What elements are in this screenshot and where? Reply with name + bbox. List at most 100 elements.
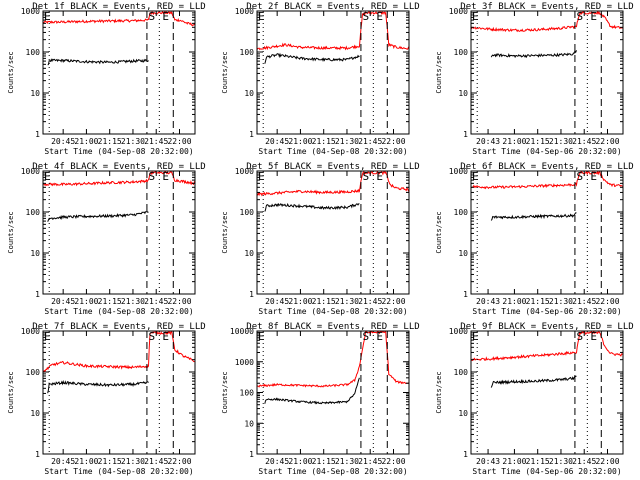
panel-title: Det 9f BLACK = Events, RED = LLD [460, 322, 633, 332]
x-axis-label: Start Time (04-Sep-08 20:32:00) [258, 147, 407, 156]
marker-label-e: E [376, 170, 383, 183]
events-series-line [490, 375, 577, 388]
x-tick-label: 20:45 [265, 457, 289, 466]
plot-frame [42, 10, 196, 135]
plot-frame [256, 330, 410, 455]
x-tick-label: 22:00 [381, 297, 405, 306]
x-tick-label: 21:00 [74, 297, 98, 306]
x-tick-label: 21:30 [335, 297, 359, 306]
marker-label-s: S [362, 170, 369, 183]
lld-series-line [257, 11, 409, 51]
y-tick-label: 1 [463, 130, 468, 139]
x-tick-label: 21:45 [572, 457, 596, 466]
y-tick-label: 1000 [235, 167, 254, 176]
lld-series-line [471, 171, 623, 190]
x-tick-label: 20:45 [51, 297, 75, 306]
y-tick-label: 1 [249, 130, 254, 139]
y-tick-label: 100 [454, 208, 469, 217]
x-tick-label: 21:45 [358, 137, 382, 146]
marker-label-e: E [258, 10, 265, 23]
x-tick-label: 22:00 [167, 297, 191, 306]
marker-label-e: E [590, 10, 597, 23]
marker-label-e: E [590, 170, 597, 183]
y-axis-label: Counts/sec [7, 51, 15, 93]
x-axis-label: Start Time (04-Sep-06 20:32:00) [472, 467, 621, 476]
x-tick-label: 22:00 [595, 297, 619, 306]
x-tick-label: 21:15 [526, 137, 550, 146]
x-axis-label: Start Time (04-Sep-06 20:32:00) [472, 307, 621, 316]
marker-label-e: E [162, 10, 169, 23]
x-tick-label: 21:00 [288, 457, 312, 466]
lld-series-line [471, 11, 623, 33]
y-tick-label: 10 [458, 409, 468, 418]
x-tick-label: 21:30 [121, 297, 145, 306]
x-tick-label: 21:45 [572, 137, 596, 146]
x-tick-label: 21:45 [144, 457, 168, 466]
x-tick-label: 20:45 [51, 457, 75, 466]
marker-label-e: E [162, 330, 169, 343]
marker-label-s: S [576, 330, 583, 343]
y-axis-label: Counts/sec [221, 371, 229, 413]
x-tick-label: 20:43 [476, 137, 500, 146]
y-tick-label: 1000 [235, 7, 254, 16]
panel-title: Det 5f BLACK = Events, RED = LLD [246, 162, 419, 172]
x-tick-label: 21:00 [288, 297, 312, 306]
lld-series-line [43, 331, 195, 373]
y-tick-label: 10 [30, 89, 40, 98]
y-tick-label: 100 [454, 368, 469, 377]
x-tick-label: 20:45 [265, 297, 289, 306]
x-tick-label: 21:15 [98, 297, 122, 306]
marker-label-e: E [472, 330, 479, 343]
x-tick-label: 21:30 [549, 457, 573, 466]
x-axis-label: Start Time (04-Sep-08 20:32:00) [258, 467, 407, 476]
panel-title: Det 3f BLACK = Events, RED = LLD [460, 2, 633, 12]
y-tick-label: 10 [30, 249, 40, 258]
x-tick-label: 21:15 [312, 137, 336, 146]
marker-label-s: S [148, 330, 155, 343]
x-tick-label: 21:45 [358, 297, 382, 306]
x-tick-label: 21:45 [358, 457, 382, 466]
y-tick-label: 10 [244, 89, 254, 98]
y-tick-label: 1 [35, 290, 40, 299]
plot-frame [42, 170, 196, 295]
y-tick-label: 1 [249, 450, 254, 459]
lld-series-line [257, 171, 409, 197]
lld-series-line [471, 331, 623, 362]
x-tick-label: 22:00 [167, 457, 191, 466]
x-tick-label: 20:43 [476, 457, 500, 466]
x-tick-label: 21:30 [549, 137, 573, 146]
events-series-line [47, 210, 149, 222]
y-tick-label: 10000 [230, 327, 254, 336]
panel-title: Det 2f BLACK = Events, RED = LLD [246, 2, 419, 12]
plot-frame [256, 10, 410, 135]
y-axis-label: Counts/sec [7, 371, 15, 413]
marker-label-s: S [148, 10, 155, 23]
panel-title: Det 4f BLACK = Events, RED = LLD [32, 162, 205, 172]
y-tick-label: 1000 [21, 7, 40, 16]
events-series-line [264, 202, 360, 212]
y-tick-label: 100 [240, 48, 255, 57]
panel-title: Det 6f BLACK = Events, RED = LLD [460, 162, 633, 172]
x-tick-label: 21:15 [98, 457, 122, 466]
marker-label-s: S [576, 170, 583, 183]
lld-series-line [43, 171, 195, 187]
x-tick-label: 21:00 [502, 457, 526, 466]
x-axis-label: Start Time (04-Sep-08 20:32:00) [44, 307, 193, 316]
x-axis-label: Start Time (04-Sep-08 20:32:00) [44, 147, 193, 156]
y-tick-label: 1000 [235, 358, 254, 367]
y-tick-label: 100 [240, 208, 255, 217]
y-axis-label: Counts/sec [221, 51, 229, 93]
events-series-line [490, 212, 577, 221]
x-axis-label: Start Time (04-Sep-06 20:32:00) [472, 147, 621, 156]
y-tick-label: 1000 [21, 167, 40, 176]
x-tick-label: 21:45 [144, 297, 168, 306]
marker-label-e: E [44, 10, 51, 23]
y-tick-label: 1 [463, 450, 468, 459]
events-series-line [47, 379, 149, 394]
y-tick-label: 1000 [449, 7, 468, 16]
x-tick-label: 22:00 [381, 457, 405, 466]
